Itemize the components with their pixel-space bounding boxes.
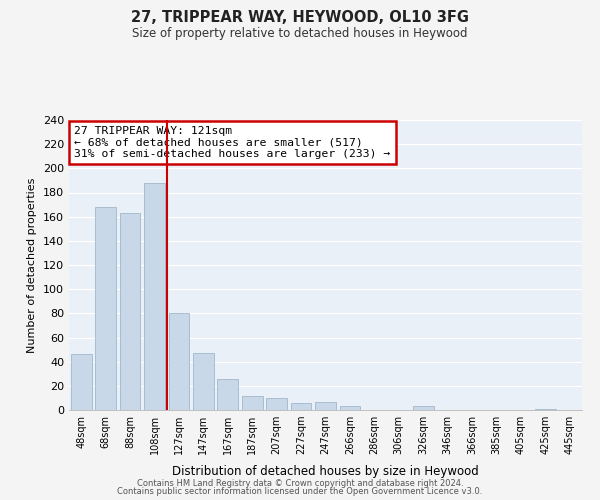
Bar <box>535 409 556 410</box>
Bar <box>169 314 190 410</box>
Text: Size of property relative to detached houses in Heywood: Size of property relative to detached ho… <box>132 28 468 40</box>
Bar <box>95 207 116 410</box>
Bar <box>413 406 434 410</box>
Bar <box>217 378 238 410</box>
Text: 27, TRIPPEAR WAY, HEYWOOD, OL10 3FG: 27, TRIPPEAR WAY, HEYWOOD, OL10 3FG <box>131 10 469 25</box>
Bar <box>71 354 92 410</box>
Bar <box>144 183 165 410</box>
Bar <box>266 398 287 410</box>
Bar <box>315 402 336 410</box>
Text: Contains public sector information licensed under the Open Government Licence v3: Contains public sector information licen… <box>118 488 482 496</box>
X-axis label: Distribution of detached houses by size in Heywood: Distribution of detached houses by size … <box>172 466 479 478</box>
Bar <box>119 213 140 410</box>
Bar <box>290 403 311 410</box>
Text: 27 TRIPPEAR WAY: 121sqm
← 68% of detached houses are smaller (517)
31% of semi-d: 27 TRIPPEAR WAY: 121sqm ← 68% of detache… <box>74 126 391 159</box>
Text: Contains HM Land Registry data © Crown copyright and database right 2024.: Contains HM Land Registry data © Crown c… <box>137 478 463 488</box>
Bar <box>242 396 263 410</box>
Y-axis label: Number of detached properties: Number of detached properties <box>28 178 37 352</box>
Bar <box>193 353 214 410</box>
Bar <box>340 406 361 410</box>
